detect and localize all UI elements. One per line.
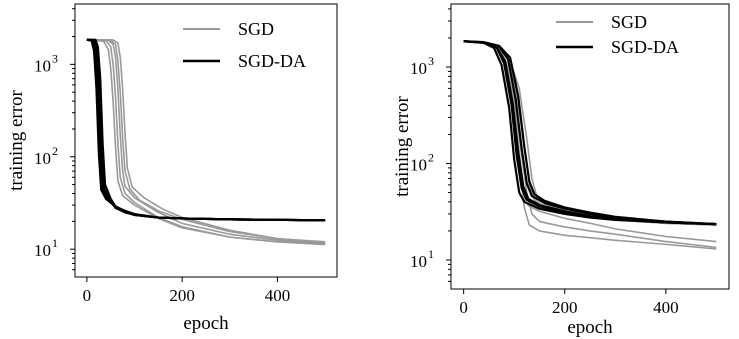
- series-group: [86, 38, 326, 246]
- plot-frame: [74, 3, 338, 278]
- series-line-sgd-da-9: [86, 38, 326, 222]
- legend-label-sgd-da: SGD-DA: [238, 51, 306, 71]
- y-tick-label-exponent: 3: [52, 51, 58, 65]
- x-tick-label: 200: [552, 298, 578, 317]
- legend-label-sgd-da: SGD-DA: [611, 37, 679, 57]
- y-tick-label: 10: [410, 59, 427, 78]
- y-tick-label: 10: [34, 56, 51, 75]
- series-line-sgd-da-8: [463, 40, 717, 226]
- y-tick-label-exponent: 2: [428, 150, 434, 164]
- x-tick-label: 400: [653, 298, 679, 317]
- legend-label-sgd: SGD: [238, 19, 274, 39]
- y-tick-label: 10: [410, 155, 427, 174]
- y-tick-label-exponent: 1: [52, 236, 58, 250]
- y-tick-label-exponent: 3: [428, 54, 434, 68]
- plot-frame: [450, 3, 730, 290]
- y-tick-label: 10: [34, 241, 51, 260]
- legend: SGD SGD-DA: [556, 12, 679, 57]
- y-tick-label: 10: [410, 252, 427, 271]
- series-line-sgd-da-9: [463, 40, 717, 226]
- x-axis-label: epoch: [567, 317, 613, 338]
- x-tick-label: 0: [83, 286, 92, 305]
- x-tick-label: 200: [169, 286, 195, 305]
- y-axis-label: training error: [6, 89, 27, 190]
- series-line-sgd-4: [86, 38, 326, 244]
- y-tick-label: 10: [34, 149, 51, 168]
- y-axis-label: training error: [392, 95, 413, 196]
- x-axis-label: epoch: [183, 313, 229, 334]
- series-line-sgd-3: [86, 38, 326, 246]
- legend-label-sgd: SGD: [611, 12, 647, 32]
- y-tick-label-exponent: 2: [52, 144, 58, 158]
- legend: SGD SGD-DA: [183, 19, 306, 71]
- series-group: [463, 40, 717, 250]
- series-line-sgd-2: [86, 38, 326, 243]
- x-tick-label: 0: [459, 298, 468, 317]
- x-tick-label: 400: [265, 286, 291, 305]
- y-tick-label-exponent: 1: [428, 247, 434, 261]
- series-line-sgd-0: [86, 38, 326, 245]
